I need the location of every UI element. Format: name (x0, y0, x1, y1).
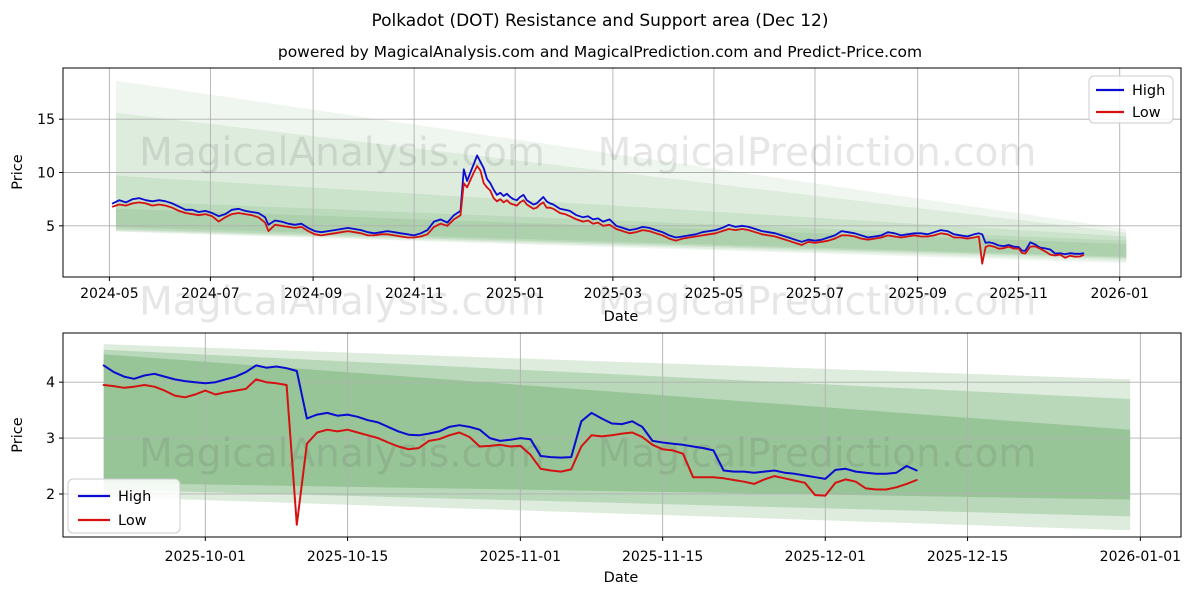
x-tick-label: 2025-12-01 (785, 549, 866, 565)
forecast-chart-legend: High Low (67, 478, 181, 534)
history-chart-background (63, 68, 1181, 277)
y-tick-label: 5 (46, 219, 55, 235)
y-tick-label: 10 (37, 166, 55, 182)
y-tick-label: 2 (46, 487, 55, 503)
x-tick-label: 2025-03 (584, 286, 643, 302)
support-resistance-band (116, 80, 1127, 264)
y-tick-label: 3 (46, 431, 55, 447)
support-resistance-band (116, 112, 1127, 262)
legend-high-label: High (1132, 83, 1165, 99)
x-tick-label: 2025-10-01 (165, 549, 246, 565)
x-tick-label: 2024-05 (80, 286, 139, 302)
x-tick-label: 2025-11-01 (480, 549, 561, 565)
watermark-text: MagicalAnalysis.com (139, 432, 545, 477)
chart-title: Polkadot (DOT) Resistance and Support ar… (371, 11, 829, 31)
support-resistance-band (103, 349, 1131, 517)
forecast-chart-ylabel: Price (10, 417, 26, 452)
history-chart: 2024-05 2024-07 2024-09 2024-11 2025-01 2025-… (10, 67, 1182, 325)
legend-high-label: High (118, 489, 151, 505)
legend-low-label: Low (1132, 105, 1161, 121)
x-tick-label: 2025-10-15 (307, 549, 388, 565)
x-tick-label: 2024-11 (385, 286, 444, 302)
support-resistance-band (103, 344, 1131, 531)
watermark-layer: MagicalAnalysis.com MagicalPrediction.com… (139, 131, 1036, 477)
x-tick-label: 2024-07 (181, 286, 240, 302)
x-tick-label: 2025-07 (786, 286, 845, 302)
chart-subtitle: powered by MagicalAnalysis.com and Magic… (277, 43, 923, 61)
y-tick-label: 4 (46, 375, 55, 391)
forecast-chart-high-line (102, 364, 918, 480)
x-tick-label: 2025-05 (685, 286, 744, 302)
watermark-text: MagicalAnalysis.com (139, 280, 545, 325)
history-chart-high-line (111, 154, 1085, 256)
watermark-text: MagicalAnalysis.com (139, 131, 545, 176)
x-tick-label: 2026-01-01 (1100, 549, 1181, 565)
watermark-text: MagicalPrediction.com (598, 280, 1037, 325)
watermark-text: MagicalPrediction.com (598, 131, 1037, 176)
history-chart-low-line (111, 165, 1085, 265)
support-resistance-band (103, 354, 1131, 500)
support-resistance-band (116, 208, 1127, 257)
x-tick-label: 2025-01 (486, 286, 545, 302)
forecast-chart: 2025-10-01 2025-10-15 2025-11-01 2025-11-15… (10, 332, 1182, 586)
watermark-text: MagicalPrediction.com (598, 432, 1037, 477)
support-resistance-band (116, 200, 1127, 258)
forecast-chart-xlabel: Date (604, 570, 639, 586)
x-tick-label: 2025-11-15 (622, 549, 703, 565)
x-tick-label: 2025-09 (888, 286, 947, 302)
legend-low-label: Low (118, 513, 147, 529)
forecast-chart-low-line (102, 378, 918, 526)
y-tick-label: 15 (37, 112, 55, 128)
x-tick-label: 2025-11 (989, 286, 1048, 302)
history-chart-xlabel: Date (604, 309, 639, 325)
history-chart-ylabel: Price (10, 154, 26, 189)
x-tick-label: 2025-12-15 (927, 549, 1008, 565)
x-tick-label: 2026-01 (1090, 286, 1149, 302)
x-tick-label: 2024-09 (284, 286, 343, 302)
forecast-chart-background (63, 333, 1181, 537)
history-chart-legend: High Low (1088, 75, 1174, 124)
